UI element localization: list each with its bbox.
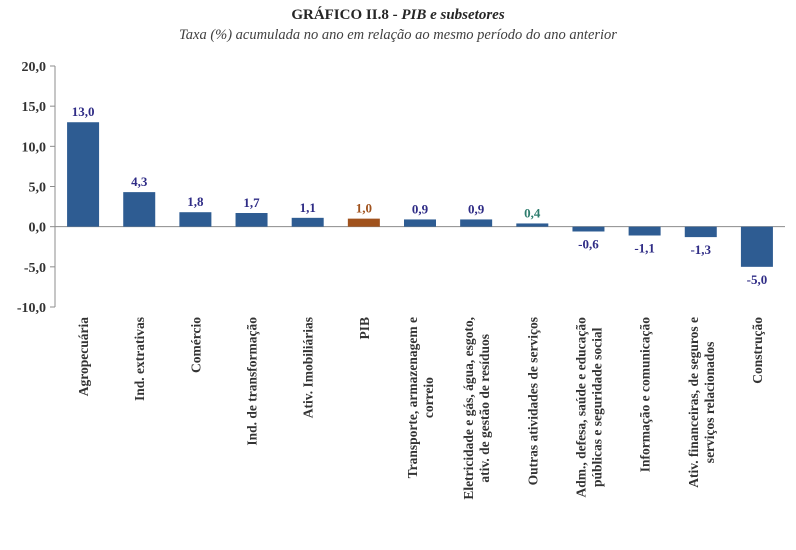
y-tick-label: -10,0	[17, 301, 46, 316]
x-category-label: Transporte, armazenagem ecorreio	[405, 317, 436, 478]
x-category-line: Ind. de transformação	[245, 317, 260, 446]
data-labels: 13,0 4,3 1,8 1,7 1,1 1,0 0,9 0,9 0,4 -0,6 -1,1 -1,3…	[72, 104, 768, 287]
bar	[460, 219, 493, 227]
data-label: 0,9	[412, 201, 429, 216]
x-category-label: PIB	[357, 317, 372, 340]
x-category-label: Ativ. Imobiliárias	[301, 317, 316, 418]
data-label: 1,0	[356, 201, 372, 216]
chart-title-prefix: GRÁFICO II.8 -	[291, 7, 402, 23]
x-category-label: Agropecuária	[76, 317, 91, 396]
x-category-label: Ind. de transformação	[245, 317, 260, 446]
data-label: -1,1	[634, 241, 655, 256]
x-category-line: Transporte, armazenagem e	[405, 317, 420, 478]
data-label: -1,3	[690, 242, 711, 257]
x-category-line: Informação e comunicação	[638, 317, 653, 472]
x-category-line: Ind. extrativas	[132, 317, 147, 401]
data-label: 0,9	[468, 201, 485, 216]
x-category-line: Agropecuária	[76, 317, 91, 396]
bar	[179, 212, 212, 227]
bar	[347, 218, 380, 227]
x-axis-categories: Agropecuária Ind. extrativas Comércio Ind. …	[76, 317, 765, 500]
x-category-label: Outras atividades de serviços	[525, 317, 540, 485]
y-tick-label: 5,0	[29, 181, 47, 196]
chart-title-italic: PIB e subsetores	[401, 7, 505, 23]
y-tick-label: -5,0	[24, 261, 46, 276]
x-category-line: correio	[421, 377, 436, 418]
bar	[740, 226, 773, 267]
y-tick-label: 20,0	[22, 60, 47, 75]
bar	[67, 122, 100, 227]
bar	[516, 223, 549, 227]
data-label: 0,4	[524, 205, 541, 220]
bar	[684, 226, 717, 238]
x-category-line: Eletricidade e gás, água, esgoto,	[461, 317, 476, 500]
bar	[291, 217, 324, 227]
x-category-line: Ativ. financeiras, de seguros e	[686, 317, 701, 488]
data-label: 1,8	[187, 194, 204, 209]
y-tick-label: 10,0	[22, 140, 47, 155]
bar	[235, 213, 268, 227]
chart-title: GRÁFICO II.8 - PIB e subsetores	[0, 7, 796, 24]
x-category-line: Ativ. Imobiliárias	[301, 317, 316, 418]
data-label: 13,0	[72, 104, 95, 119]
x-category-label: Informação e comunicação	[638, 317, 653, 472]
data-label: -5,0	[747, 272, 768, 287]
x-category-line: serviços relacionados	[702, 342, 717, 464]
bars	[67, 122, 773, 267]
data-label: 1,7	[243, 195, 260, 210]
x-category-label: Comércio	[188, 317, 203, 373]
data-label: -0,6	[578, 236, 599, 251]
bar	[628, 226, 661, 236]
x-category-label: Adm., defesa, saúde e educaçãopúblicas e…	[573, 317, 604, 498]
x-category-label: Ind. extrativas	[132, 317, 147, 401]
x-category-label: Eletricidade e gás, água, esgoto,ativ. d…	[461, 317, 492, 500]
bar	[404, 219, 436, 227]
x-category-line: públicas e seguridade social	[589, 327, 604, 487]
x-category-line: Adm., defesa, saúde e educação	[573, 317, 588, 498]
bar	[123, 192, 156, 227]
x-category-line: PIB	[357, 317, 372, 340]
y-tick-label: 0,0	[29, 221, 47, 236]
x-category-line: Comércio	[188, 317, 203, 373]
data-label: 4,3	[131, 174, 148, 189]
chart-subtitle: Taxa (%) acumulada no ano em relação ao …	[179, 27, 617, 43]
x-category-label: Ativ. financeiras, de seguros eserviços …	[686, 317, 717, 488]
bar	[572, 226, 605, 232]
y-axis: 20,0 15,0 10,0 5,0 0,0 -5,0 -10,0	[17, 60, 785, 316]
x-category-line: Construção	[750, 317, 765, 384]
x-category-label: Construção	[750, 317, 765, 384]
x-category-line: Outras atividades de serviços	[525, 317, 540, 485]
x-category-line: ativ. de gestão de resíduos	[477, 334, 492, 483]
y-tick-label: 15,0	[22, 100, 47, 115]
data-label: 1,1	[300, 200, 316, 215]
